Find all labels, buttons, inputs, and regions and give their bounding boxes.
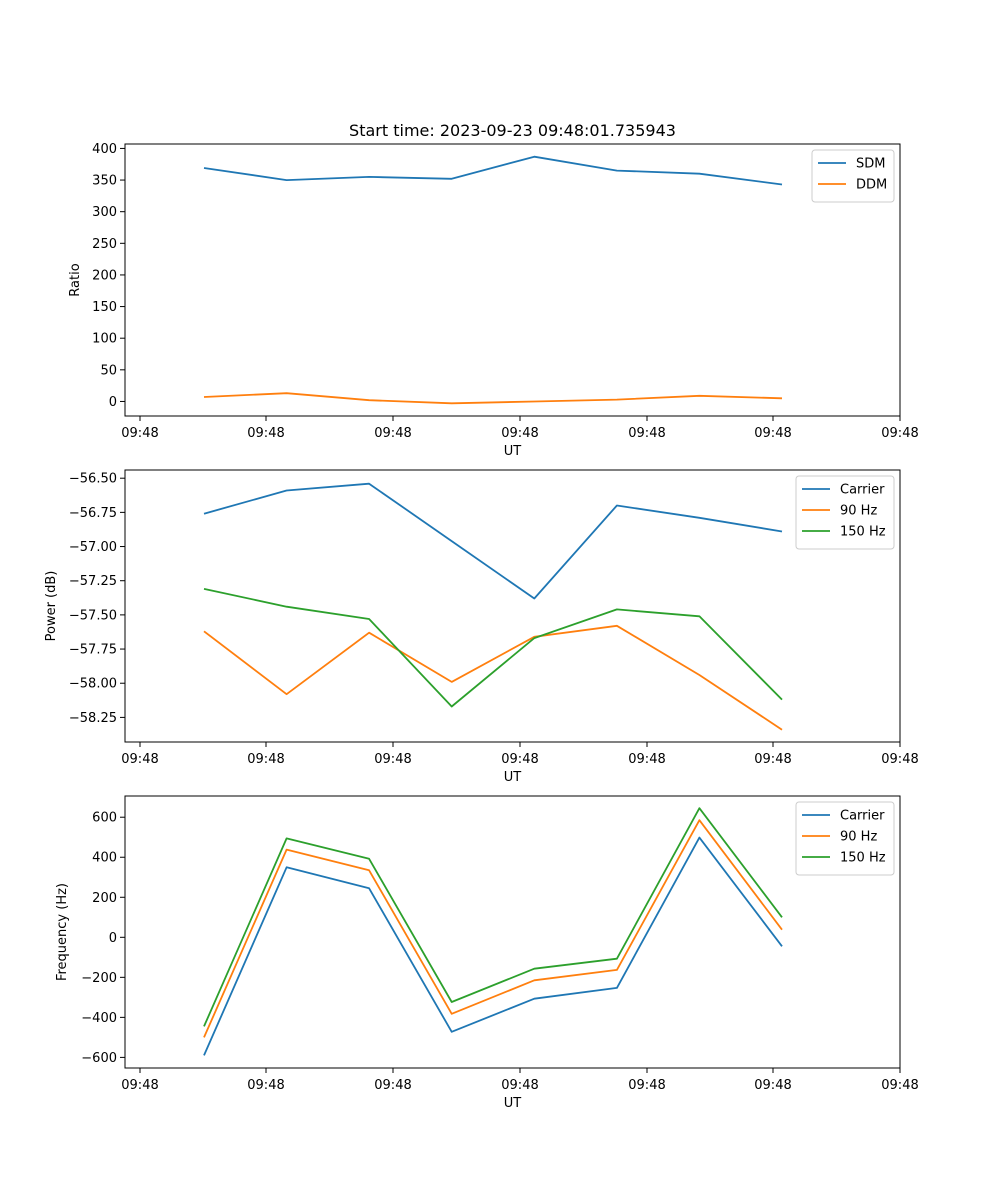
x-tick-label: 09:48 — [501, 426, 538, 441]
y-tick-label: 200 — [92, 268, 117, 283]
x-tick-label: 09:48 — [754, 426, 791, 441]
y-tick-label: −200 — [81, 971, 117, 986]
legend-label: 150 Hz — [840, 851, 886, 866]
y-tick-label: 350 — [92, 174, 117, 189]
chart-panel-3: 09:48 09:48 09:48 09:48 09:48 09:48 09:48 −600 −… — [55, 795, 919, 1111]
legend-label: 90 Hz — [840, 504, 877, 519]
chart-title: Start time: 2023-09-23 09:48:01.735943 — [349, 121, 676, 140]
legend-label: DDM — [856, 178, 887, 193]
series-line-150-hz — [203, 588, 783, 708]
x-tick-label: 09:48 — [881, 1078, 918, 1093]
series-line-ddm — [203, 392, 783, 405]
y-tick-label: −57.25 — [69, 574, 117, 589]
x-tick-label: 09:48 — [121, 426, 158, 441]
x-tick-label: 09:48 — [628, 426, 665, 441]
x-tick-label: 09:48 — [121, 752, 158, 767]
x-axis-label: UT — [504, 770, 522, 785]
y-tick-label: 600 — [92, 811, 117, 826]
x-tick-label: 09:48 — [374, 1078, 411, 1093]
y-tick-label: 150 — [92, 300, 117, 315]
y-tick-label: −57.75 — [69, 643, 117, 658]
plot-frame — [124, 143, 901, 417]
series-line-90-hz — [203, 624, 783, 731]
y-tick-label: 0 — [109, 395, 117, 410]
plot-frame — [124, 795, 901, 1069]
chart-panel-2: 09:48 09:48 09:48 09:48 09:48 09:48 09:48 −58.2… — [44, 469, 919, 785]
x-tick-label: 09:48 — [501, 752, 538, 767]
x-tick-label: 09:48 — [881, 426, 918, 441]
plot-frame — [124, 469, 901, 743]
legend-label: Carrier — [840, 809, 885, 824]
series-line-carrier — [203, 836, 783, 1056]
y-tick-label: −600 — [81, 1051, 117, 1066]
series-line-90-hz — [203, 819, 783, 1038]
x-tick-label: 09:48 — [501, 1078, 538, 1093]
x-tick-label: 09:48 — [881, 752, 918, 767]
x-tick-label: 09:48 — [121, 1078, 158, 1093]
y-tick-label: 0 — [109, 931, 117, 946]
series-line-sdm — [203, 155, 783, 186]
y-tick-label: 100 — [92, 332, 117, 347]
y-tick-label: 400 — [92, 142, 117, 157]
legend-label: SDM — [856, 157, 885, 172]
x-tick-label: 09:48 — [754, 752, 791, 767]
y-axis-label: Ratio — [68, 263, 83, 296]
y-tick-label: −58.25 — [69, 711, 117, 726]
legend-label: 90 Hz — [840, 830, 877, 845]
series-line-carrier — [203, 482, 783, 600]
x-tick-label: 09:48 — [247, 752, 284, 767]
x-tick-label: 09:48 — [628, 1078, 665, 1093]
series-line-150-hz — [203, 807, 783, 1027]
x-tick-label: 09:48 — [247, 426, 284, 441]
y-axis-label: Frequency (Hz) — [55, 883, 70, 981]
y-tick-label: −57.50 — [69, 608, 117, 623]
x-axis-label: UT — [504, 444, 522, 459]
y-tick-label: −400 — [81, 1011, 117, 1026]
y-tick-label: −56.50 — [69, 472, 117, 487]
x-tick-label: 09:48 — [374, 426, 411, 441]
y-tick-label: −56.75 — [69, 506, 117, 521]
chart-panel-1: 09:48 09:48 09:48 09:48 09:48 09:48 09:48 0 50 10… — [68, 121, 919, 459]
y-tick-label: 300 — [92, 205, 117, 220]
y-tick-label: 400 — [92, 851, 117, 866]
x-axis-label: UT — [504, 1096, 522, 1111]
x-tick-label: 09:48 — [754, 1078, 791, 1093]
y-tick-label: 50 — [100, 363, 117, 378]
legend-label: Carrier — [840, 483, 885, 498]
y-tick-label: −58.00 — [69, 677, 117, 692]
y-axis-label: Power (dB) — [44, 571, 59, 642]
x-tick-label: 09:48 — [628, 752, 665, 767]
legend-label: 150 Hz — [840, 525, 886, 540]
y-tick-label: −57.00 — [69, 540, 117, 555]
y-tick-label: 250 — [92, 237, 117, 252]
x-tick-label: 09:48 — [247, 1078, 284, 1093]
x-tick-label: 09:48 — [374, 752, 411, 767]
y-tick-label: 200 — [92, 891, 117, 906]
